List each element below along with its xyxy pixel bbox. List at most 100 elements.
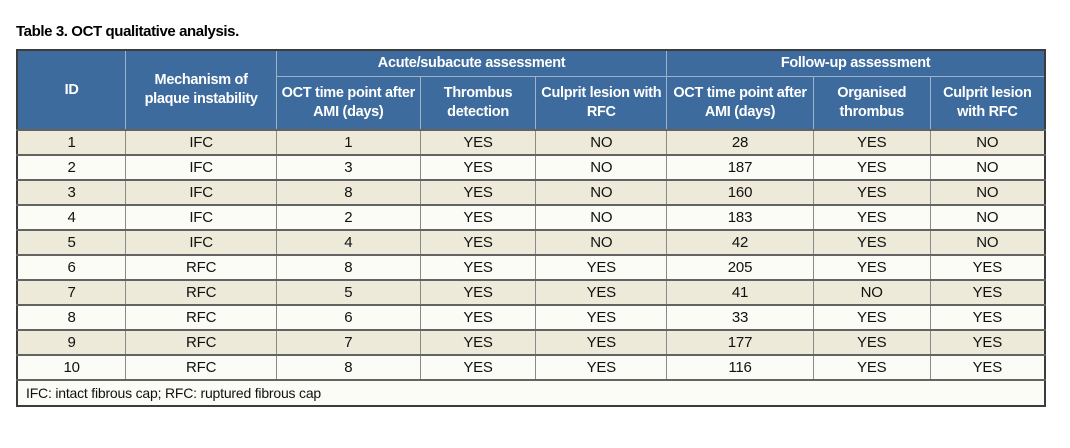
cell-acute-culprit-lesion-rfc: YES [535,279,668,306]
cell-mechanism: RFC [125,354,277,381]
col-header-id: ID [16,49,127,131]
col-header-followup-oct-time-point: OCT time point after AMI (days) [666,75,814,131]
cell-id: 9 [16,329,127,356]
cell-id: 4 [16,204,127,231]
cell-mechanism: IFC [125,204,277,231]
table-footer: IFC: intact fibrous cap; RFC: ruptured f… [17,379,1045,406]
group-header-followup: Follow-up assessment [666,49,1046,77]
cell-acute-oct-time-point: 8 [275,179,421,206]
table-row: 2 IFC 3 YES NO 187 YES NO [16,154,1046,181]
cell-mechanism: IFC [125,129,277,156]
header-sub-row: OCT time point after AMI (days) Thrombus… [17,75,1046,131]
cell-mechanism: RFC [125,279,277,306]
cell-acute-oct-time-point: 8 [275,254,421,281]
cell-acute-oct-time-point: 4 [275,229,421,256]
cell-followup-oct-time-point: 42 [666,229,814,256]
cell-followup-culprit-lesion-rfc: NO [929,154,1046,181]
cell-acute-culprit-lesion-rfc: YES [535,354,668,381]
table-row: 8 RFC 6 YES YES 33 YES YES [16,304,1046,331]
cell-organised-thrombus: YES [812,254,931,281]
cell-organised-thrombus: YES [812,129,931,156]
cell-acute-oct-time-point: 2 [275,204,421,231]
cell-followup-oct-time-point: 160 [666,179,814,206]
cell-id: 3 [16,179,127,206]
cell-organised-thrombus: YES [812,154,931,181]
cell-acute-oct-time-point: 8 [275,354,421,381]
table-row: 7 RFC 5 YES YES 41 NO YES [16,279,1046,306]
table-header: ID Mechanism of plaque instability Acute… [16,49,1046,131]
page: Table 3. OCT qualitative analysis. ID Me… [16,23,1046,407]
table-footnote: IFC: intact fibrous cap; RFC: ruptured f… [17,379,1045,406]
cell-followup-oct-time-point: 28 [666,129,814,156]
col-header-followup-culprit-lesion-rfc: Culprit lesion with RFC [929,75,1046,131]
cell-thrombus-detection: YES [419,204,537,231]
cell-organised-thrombus: YES [812,179,931,206]
oct-qualitative-analysis-table: ID Mechanism of plaque instability Acute… [16,49,1046,407]
cell-thrombus-detection: YES [419,279,537,306]
cell-followup-culprit-lesion-rfc: YES [929,254,1046,281]
cell-acute-culprit-lesion-rfc: NO [535,129,668,156]
cell-followup-oct-time-point: 33 [666,304,814,331]
cell-thrombus-detection: YES [419,154,537,181]
cell-acute-oct-time-point: 5 [275,279,421,306]
cell-followup-culprit-lesion-rfc: NO [929,179,1046,206]
col-header-acute-culprit-lesion-rfc: Culprit lesion with RFC [535,75,668,131]
cell-acute-culprit-lesion-rfc: YES [535,329,668,356]
cell-mechanism: RFC [125,304,277,331]
cell-organised-thrombus: YES [812,304,931,331]
cell-acute-oct-time-point: 3 [275,154,421,181]
cell-organised-thrombus: YES [812,329,931,356]
cell-acute-oct-time-point: 6 [275,304,421,331]
cell-acute-oct-time-point: 7 [275,329,421,356]
cell-mechanism: IFC [125,154,277,181]
cell-followup-oct-time-point: 41 [666,279,814,306]
cell-followup-culprit-lesion-rfc: YES [929,279,1046,306]
cell-followup-culprit-lesion-rfc: NO [929,229,1046,256]
cell-followup-culprit-lesion-rfc: NO [929,129,1046,156]
header-group-row: ID Mechanism of plaque instability Acute… [16,49,1046,131]
cell-acute-oct-time-point: 1 [275,129,421,156]
cell-id: 7 [16,279,127,306]
cell-mechanism: RFC [125,254,277,281]
cell-acute-culprit-lesion-rfc: NO [535,179,668,206]
table-title: Table 3. OCT qualitative analysis. [16,23,239,40]
table-row: 4 IFC 2 YES NO 183 YES NO [16,204,1046,231]
col-header-organised-thrombus: Organised thrombus [812,75,931,131]
cell-id: 2 [16,154,127,181]
col-header-thrombus-detection: Thrombus detection [419,75,537,131]
cell-thrombus-detection: YES [419,179,537,206]
cell-organised-thrombus: YES [812,354,931,381]
cell-acute-culprit-lesion-rfc: NO [535,154,668,181]
cell-id: 5 [16,229,127,256]
cell-id: 8 [16,304,127,331]
cell-followup-culprit-lesion-rfc: YES [929,329,1046,356]
cell-followup-culprit-lesion-rfc: YES [929,304,1046,331]
cell-followup-culprit-lesion-rfc: YES [929,354,1046,381]
cell-followup-oct-time-point: 187 [666,154,814,181]
cell-mechanism: RFC [125,329,277,356]
table-body: 1 IFC 1 YES NO 28 YES NO 2 IFC 3 YES NO … [16,129,1046,381]
cell-organised-thrombus: NO [812,279,931,306]
cell-thrombus-detection: YES [419,254,537,281]
col-header-mechanism: Mechanism of plaque instability [125,49,277,131]
cell-followup-oct-time-point: 205 [666,254,814,281]
table-row: 6 RFC 8 YES YES 205 YES YES [16,254,1046,281]
cell-thrombus-detection: YES [419,229,537,256]
table-row: 10 RFC 8 YES YES 116 YES YES [16,354,1046,381]
cell-thrombus-detection: YES [419,329,537,356]
col-header-acute-oct-time-point: OCT time point after AMI (days) [275,75,421,131]
cell-organised-thrombus: YES [812,229,931,256]
cell-acute-culprit-lesion-rfc: YES [535,304,668,331]
cell-followup-oct-time-point: 183 [666,204,814,231]
cell-thrombus-detection: YES [419,354,537,381]
cell-id: 10 [16,354,127,381]
table-row: 1 IFC 1 YES NO 28 YES NO [16,129,1046,156]
cell-followup-oct-time-point: 177 [666,329,814,356]
cell-id: 6 [16,254,127,281]
cell-acute-culprit-lesion-rfc: NO [535,204,668,231]
cell-mechanism: IFC [125,229,277,256]
footnote-row: IFC: intact fibrous cap; RFC: ruptured f… [17,379,1045,406]
cell-thrombus-detection: YES [419,304,537,331]
table-row: 9 RFC 7 YES YES 177 YES YES [16,329,1046,356]
group-header-acute-subacute: Acute/subacute assessment [275,49,668,77]
